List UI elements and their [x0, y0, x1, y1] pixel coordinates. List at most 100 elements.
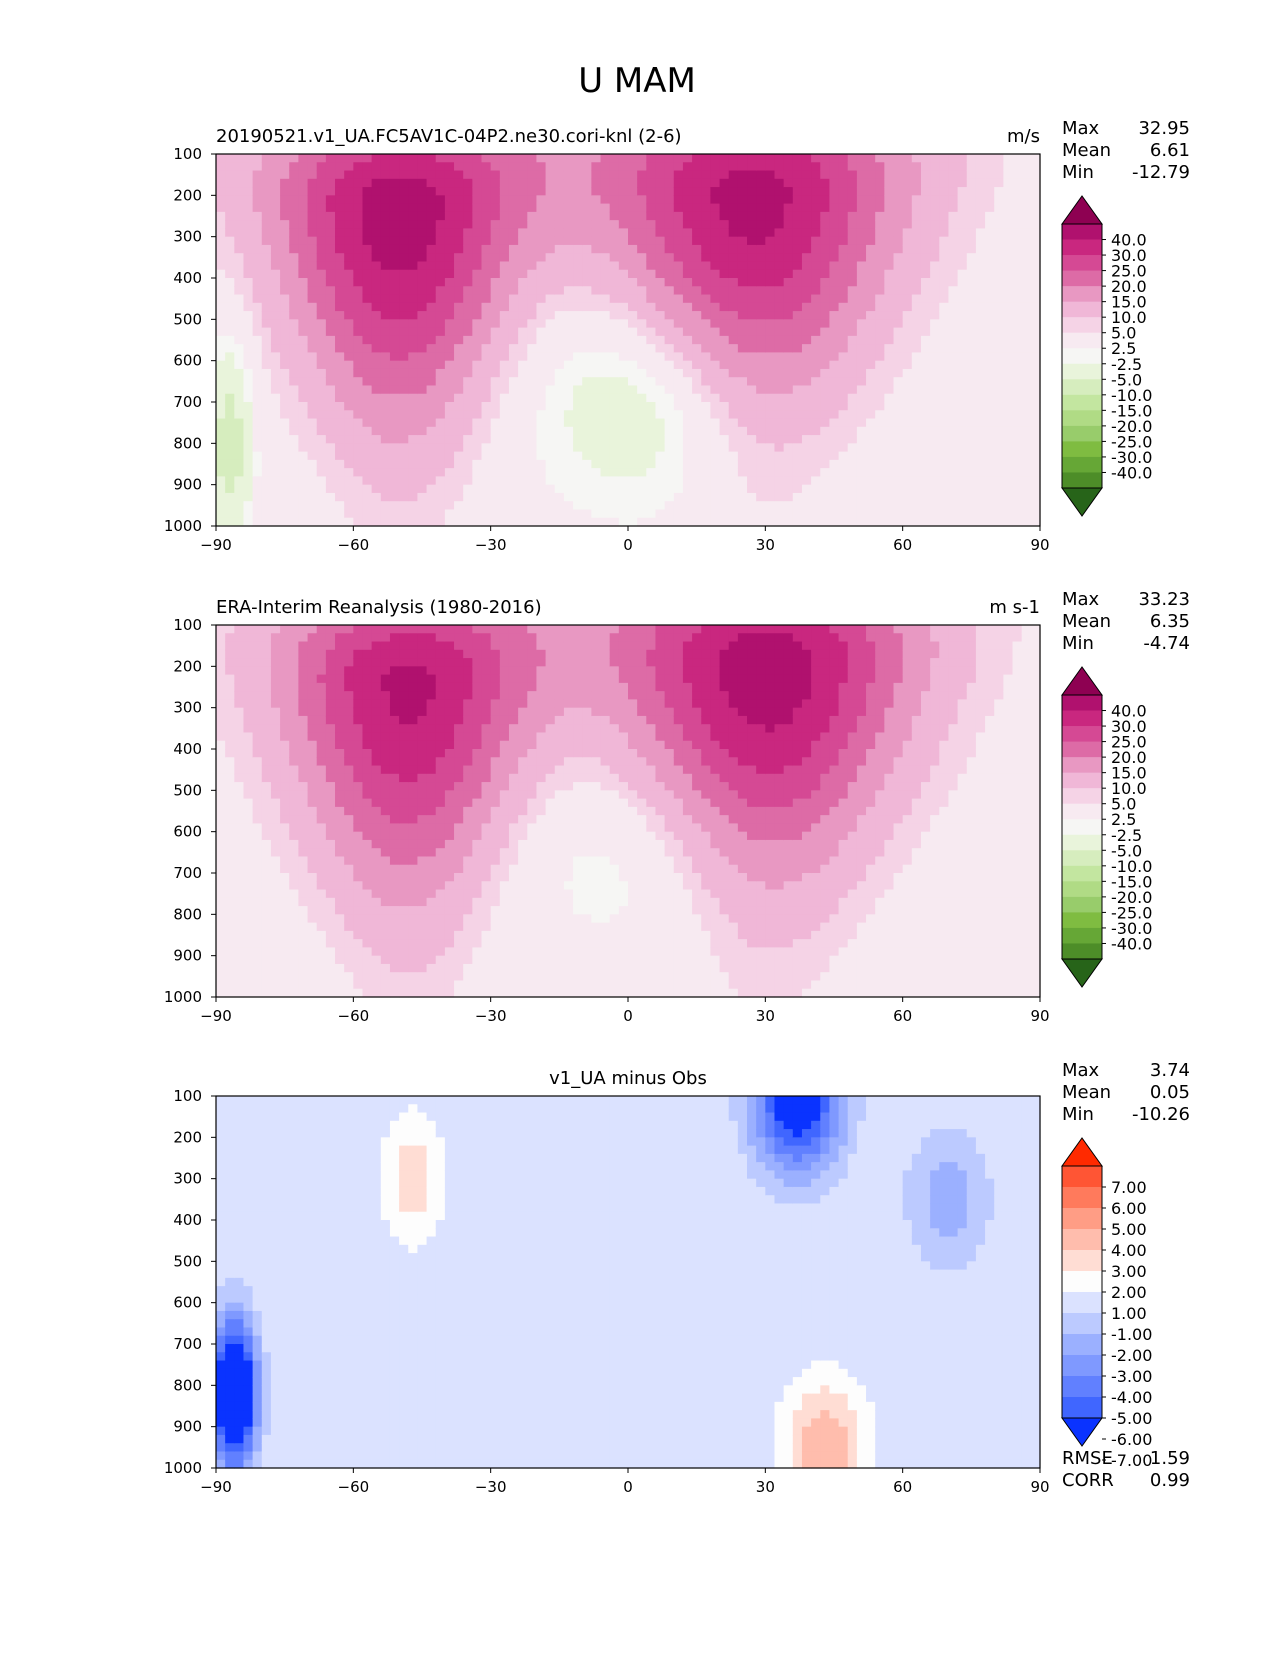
contour-cell: [665, 295, 675, 304]
contour-cell: [482, 410, 492, 419]
contour-cell: [271, 658, 281, 667]
contour-cell: [298, 708, 308, 717]
contour-cell: [344, 807, 354, 816]
contour-cell: [774, 485, 784, 494]
contour-cell: [344, 195, 354, 204]
contour-cell: [674, 187, 684, 196]
contour-cell: [875, 485, 885, 494]
contour-cell: [280, 749, 290, 758]
contour-cell: [298, 699, 308, 708]
contour-cell: [1003, 195, 1013, 204]
contour-cell: [976, 460, 986, 469]
contour-cell: [362, 691, 372, 700]
contour-cell: [308, 394, 318, 403]
contour-cell: [408, 261, 418, 270]
contour-cell: [454, 410, 464, 419]
contour-cell: [637, 501, 647, 510]
contour-cell: [894, 278, 904, 287]
contour-cell: [344, 253, 354, 262]
contour-cell: [903, 311, 913, 320]
contour-cell: [317, 650, 327, 659]
contour-cell: [894, 154, 904, 163]
contour-cell: [518, 509, 528, 518]
contour-cell: [1013, 427, 1023, 436]
contour-cell: [335, 344, 345, 353]
contour-cell: [857, 493, 867, 502]
contour-cell: [390, 493, 400, 502]
contour-cell: [628, 253, 638, 262]
contour-cell: [619, 303, 629, 312]
contour-cell: [262, 179, 272, 188]
contour-cell: [289, 873, 299, 882]
contour-cell: [536, 245, 546, 254]
contour-cell: [884, 352, 894, 361]
contour-cell: [564, 336, 574, 345]
contour-cell: [317, 865, 327, 874]
contour-cell: [875, 319, 885, 328]
x-tick-label: −90: [200, 536, 232, 554]
contour-cell: [308, 162, 318, 171]
contour-cell: [308, 914, 318, 923]
contour-cell: [253, 509, 263, 518]
contour-cell: [298, 790, 308, 799]
contour-cell: [289, 319, 299, 328]
contour-cell: [628, 187, 638, 196]
contour-cell: [298, 881, 308, 890]
contour-cell: [335, 468, 345, 477]
contour-cell: [710, 212, 720, 221]
contour-cell: [784, 402, 794, 411]
contour-cell: [372, 799, 382, 808]
contour-cell: [417, 518, 427, 527]
contour-cell: [738, 220, 748, 229]
contour-cell: [646, 295, 656, 304]
contour-cell: [454, 286, 464, 295]
contour-cell: [1013, 402, 1023, 411]
contour-cell: [253, 328, 263, 337]
contour-cell: [399, 385, 409, 394]
contour-cell: [362, 195, 372, 204]
contour-cell: [875, 352, 885, 361]
contour-cell: [271, 402, 281, 411]
contour-cell: [317, 972, 327, 981]
contour-cell: [655, 427, 665, 436]
contour-cell: [683, 245, 693, 254]
contour-cell: [1013, 509, 1023, 518]
contour-cell: [674, 171, 684, 180]
contour-cell: [747, 344, 757, 353]
contour-cell: [802, 385, 812, 394]
contour-cell: [1013, 361, 1023, 370]
contour-cell: [243, 856, 253, 865]
contour-cell: [619, 352, 629, 361]
contour-cell: [335, 278, 345, 287]
contour-cell: [765, 212, 775, 221]
contour-cell: [628, 278, 638, 287]
contour-cell: [628, 410, 638, 419]
contour-cell: [948, 245, 958, 254]
contour-cell: [720, 369, 730, 378]
contour-cell: [335, 295, 345, 304]
contour-cell: [243, 840, 253, 849]
contour-cell: [472, 452, 482, 461]
contour-cell: [765, 187, 775, 196]
contour-cell: [967, 369, 977, 378]
contour-cell: [353, 980, 363, 989]
contour-cell: [243, 394, 253, 403]
contour-cell: [683, 476, 693, 485]
contour-cell: [353, 303, 363, 312]
contour-cell: [967, 220, 977, 229]
contour-cell: [326, 931, 336, 940]
contour-cell: [811, 468, 821, 477]
contour-cell: [262, 807, 272, 816]
contour-cell: [216, 179, 226, 188]
contour-cell: [756, 319, 766, 328]
contour-cell: [518, 385, 528, 394]
contour-cell: [344, 782, 354, 791]
contour-cell: [317, 625, 327, 634]
contour-cell: [601, 303, 611, 312]
contour-cell: [665, 311, 675, 320]
contour-cell: [335, 460, 345, 469]
contour-cell: [298, 939, 308, 948]
contour-cell: [784, 278, 794, 287]
contour-cell: [958, 443, 968, 452]
contour-cell: [894, 336, 904, 345]
